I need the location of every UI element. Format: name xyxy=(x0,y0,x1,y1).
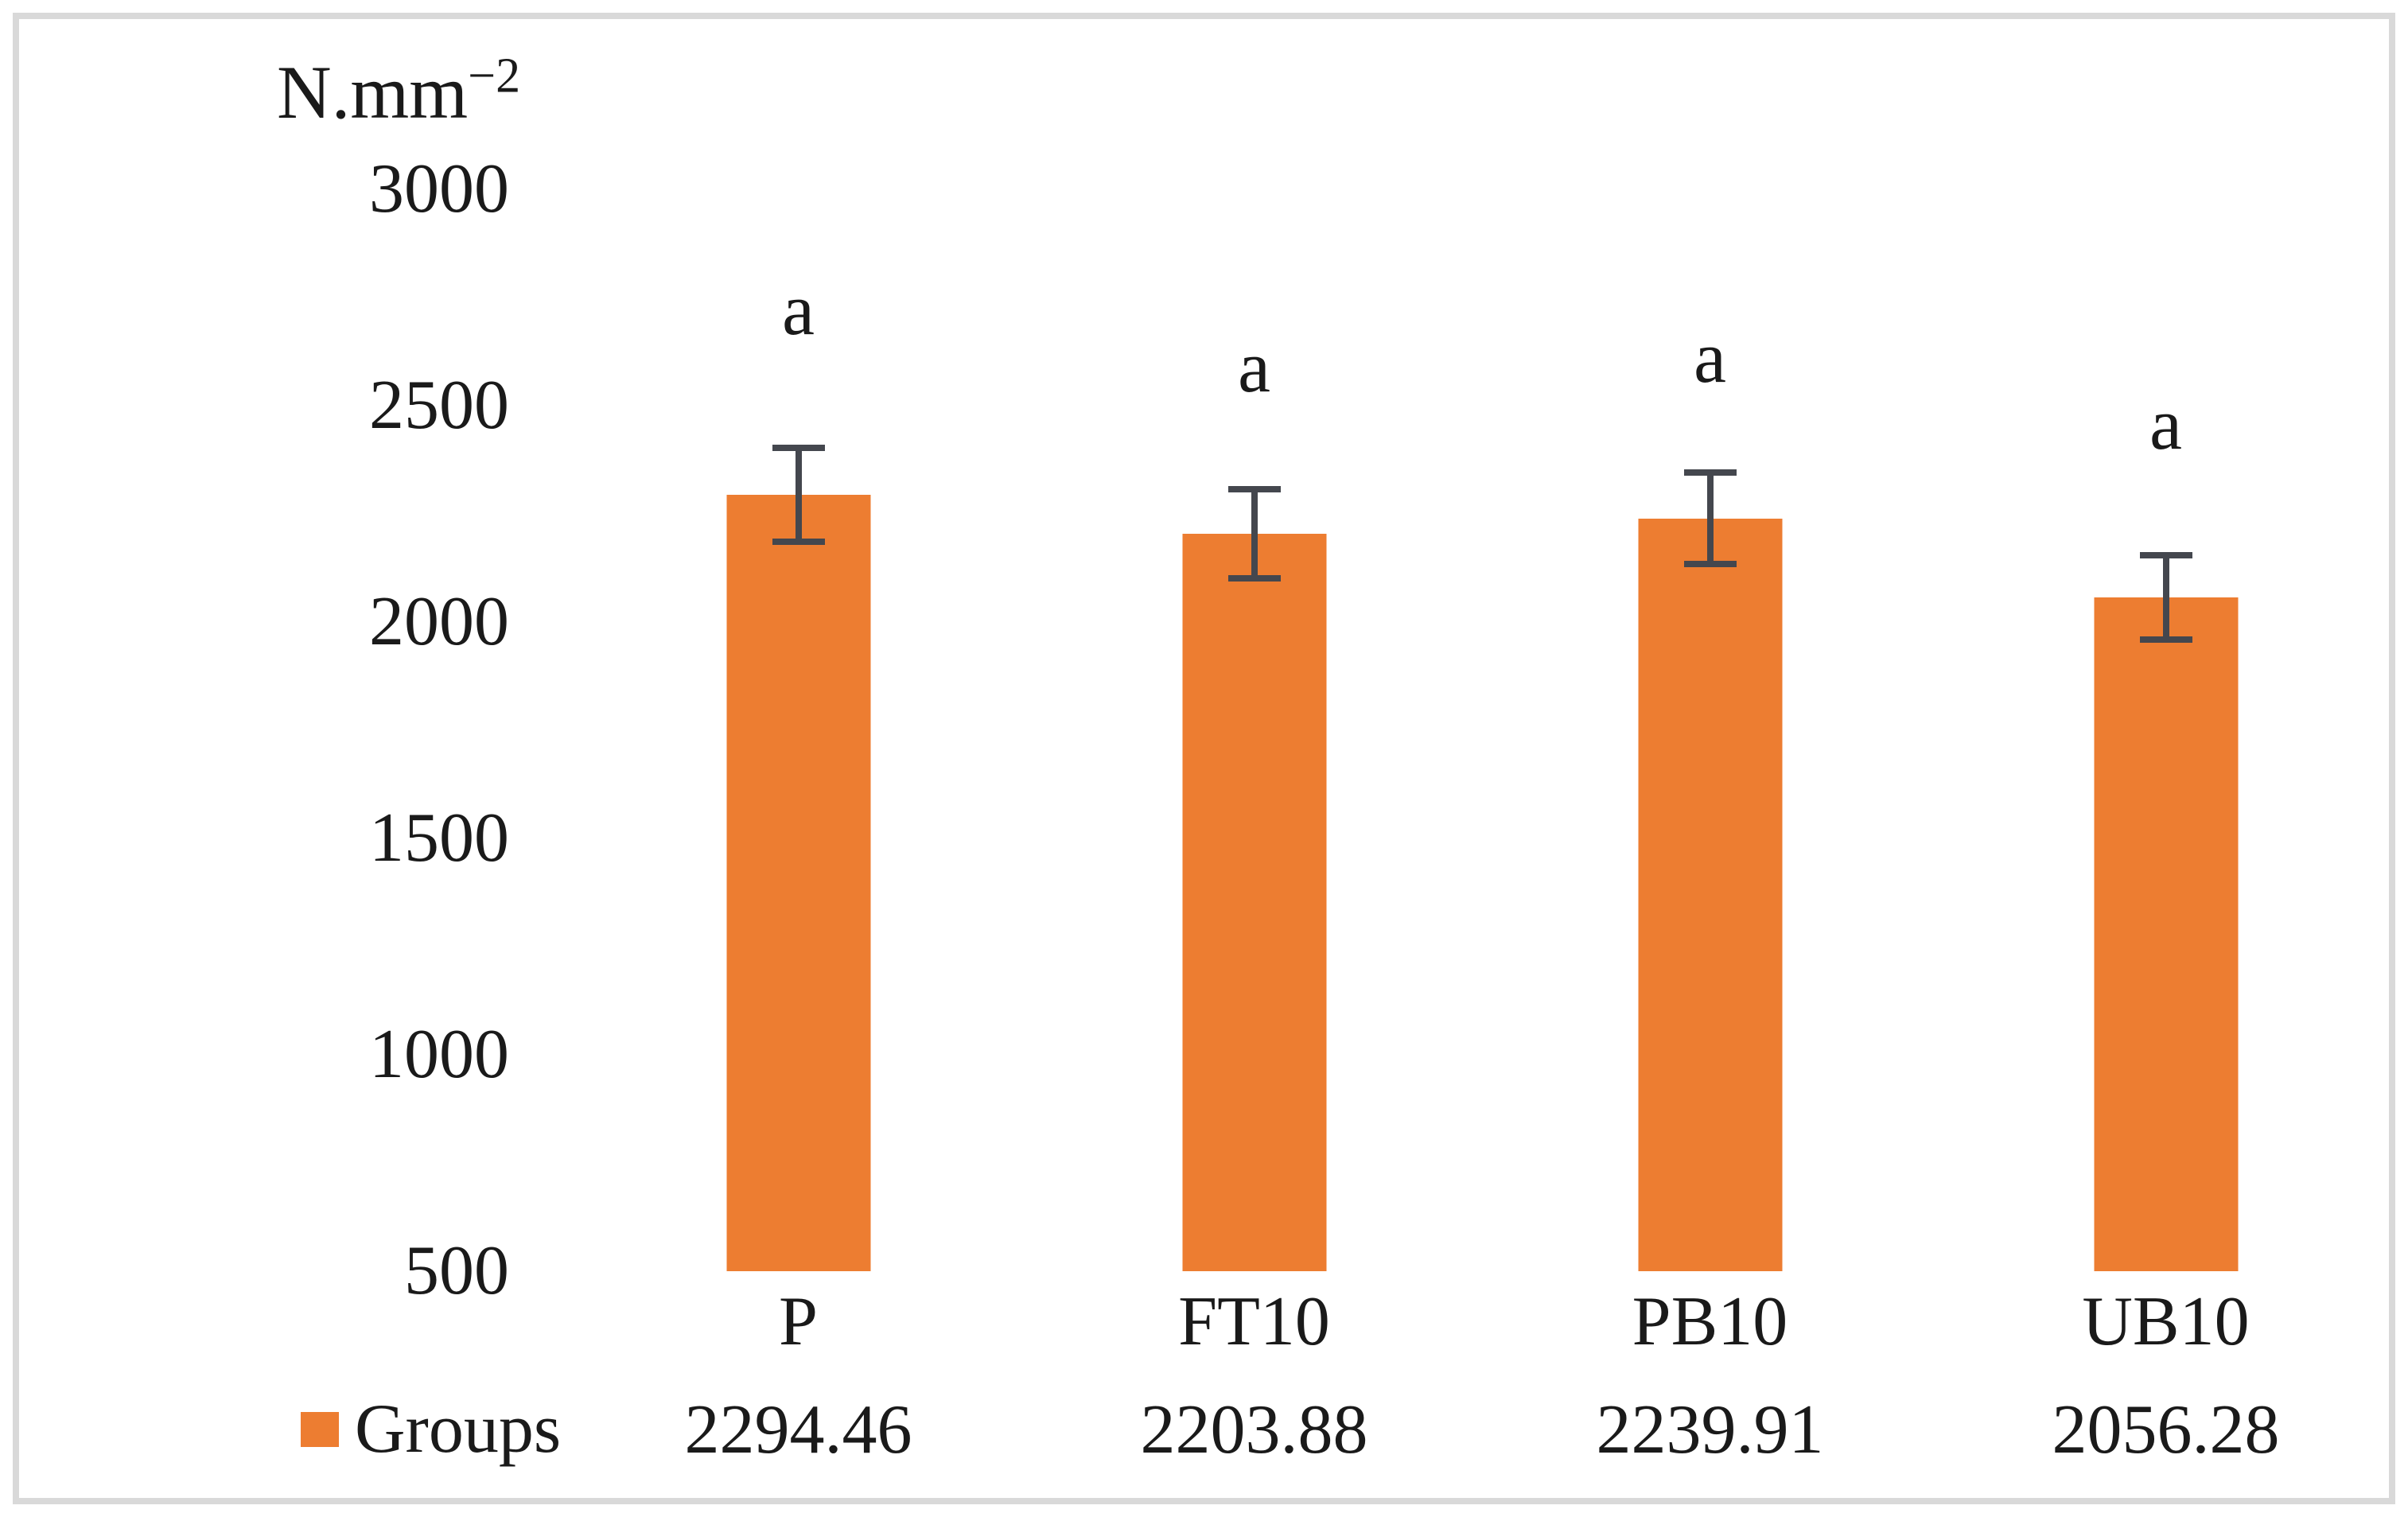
legend-color-swatch xyxy=(301,1412,339,1447)
y-tick-1500: 1500 xyxy=(369,799,509,877)
plot-area: a a a a xyxy=(570,135,2394,1271)
sig-letter-p: a xyxy=(782,268,815,350)
y-axis-unit-exponent: −2 xyxy=(468,49,521,103)
y-tick-500: 500 xyxy=(404,1232,509,1309)
sig-letter-ub10: a xyxy=(2149,383,2182,465)
bar-p xyxy=(726,494,870,1271)
category-label-pb10: PB10 xyxy=(1632,1283,1788,1360)
error-bar-p xyxy=(795,444,802,545)
y-tick-3000: 3000 xyxy=(369,150,509,228)
bar-ub10 xyxy=(2094,597,2238,1271)
category-label-row: P FT10 PB10 UB10 xyxy=(570,1282,2394,1362)
y-tick-1000: 1000 xyxy=(369,1016,509,1093)
category-label-p: P xyxy=(779,1283,818,1360)
data-table-value-row: 2294.46 2203.88 2239.91 2056.28 xyxy=(570,1391,2394,1470)
error-bar-ub10 xyxy=(2162,552,2169,644)
bar-group-pb10: a xyxy=(1482,135,1938,1271)
legend: Groups xyxy=(301,1386,561,1473)
bar-ft10 xyxy=(1182,534,1326,1271)
error-bar-pb10 xyxy=(1706,469,1714,567)
y-axis-unit-base: N.mm xyxy=(277,50,469,134)
value-pb10: 2239.91 xyxy=(1596,1391,1824,1468)
sig-letter-pb10: a xyxy=(1694,316,1726,398)
y-tick-2000: 2000 xyxy=(369,583,509,660)
sig-letter-ft10: a xyxy=(1238,326,1270,408)
legend-label: Groups xyxy=(355,1391,562,1468)
category-label-ft10: FT10 xyxy=(1178,1283,1330,1360)
bar-group-p: a xyxy=(570,135,1026,1271)
category-label-ub10: UB10 xyxy=(2082,1283,2250,1360)
value-ub10: 2056.28 xyxy=(2052,1391,2280,1468)
y-tick-2500: 2500 xyxy=(369,367,509,444)
error-bar-ft10 xyxy=(1251,486,1258,582)
value-ft10: 2203.88 xyxy=(1140,1391,1368,1468)
bar-pb10 xyxy=(1638,518,1782,1271)
bar-group-ub10: a xyxy=(1938,135,2394,1271)
bar-group-ft10: a xyxy=(1026,135,1482,1271)
value-p: 2294.46 xyxy=(684,1391,912,1468)
y-axis-unit-label: N.mm−2 xyxy=(277,49,520,136)
